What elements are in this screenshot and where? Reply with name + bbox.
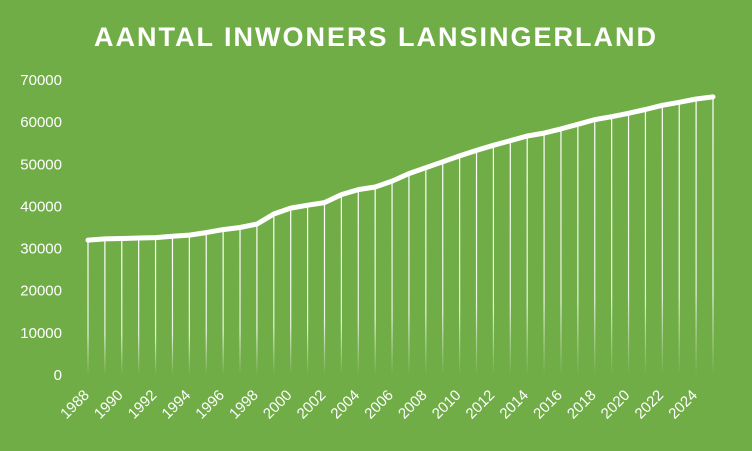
x-tick-label: 1990	[91, 387, 127, 423]
y-tick-label: 50000	[20, 156, 62, 173]
x-tick-label: 2002	[294, 387, 330, 423]
x-tick-label: 1992	[125, 387, 161, 423]
y-tick-label: 20000	[20, 283, 62, 300]
x-tick-label: 2020	[598, 387, 634, 423]
y-axis-ticks: 0 10000 20000 30000 40000 50000 60000 70000	[20, 72, 62, 384]
x-tick-label: 2022	[632, 387, 668, 423]
series-line	[85, 94, 716, 243]
chart-title: AANTAL INWONERS LANSINGERLAND	[94, 22, 658, 52]
x-tick-label: 1988	[57, 387, 93, 423]
x-tick-label: 2004	[327, 387, 363, 423]
x-tick-label: 2008	[395, 387, 431, 423]
x-axis-ticks: 1988199019921994199619982000200220042006…	[57, 387, 701, 423]
x-tick-label: 2012	[463, 387, 499, 423]
y-tick-label: 60000	[20, 114, 62, 131]
x-tick-label: 2024	[665, 387, 701, 423]
y-tick-label: 70000	[20, 72, 62, 89]
x-tick-label: 2000	[260, 387, 296, 423]
x-tick-label: 1998	[226, 387, 262, 423]
x-tick-label: 2014	[496, 387, 532, 423]
y-tick-label: 40000	[20, 198, 62, 215]
x-tick-label: 2018	[564, 387, 600, 423]
y-tick-label: 30000	[20, 241, 62, 258]
x-tick-label: 1994	[159, 387, 195, 423]
x-tick-label: 2016	[530, 387, 566, 423]
x-tick-label: 2006	[361, 387, 397, 423]
x-tick-label: 1996	[192, 387, 228, 423]
drop-lines	[87, 96, 714, 376]
x-tick-label: 2010	[429, 387, 465, 423]
y-tick-label: 10000	[20, 325, 62, 342]
y-tick-label: 0	[54, 367, 62, 384]
